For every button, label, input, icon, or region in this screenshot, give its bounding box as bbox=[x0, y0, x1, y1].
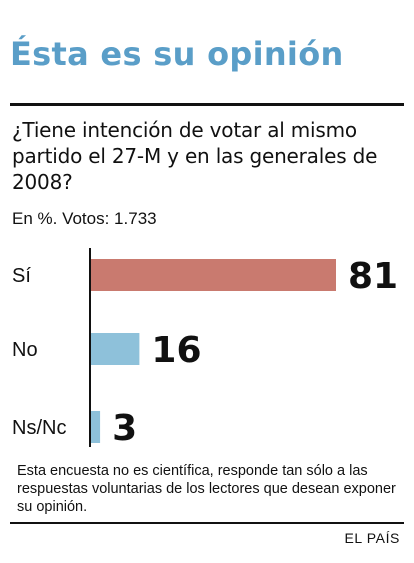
top-divider bbox=[10, 103, 404, 106]
source-credit: EL PAÍS bbox=[344, 530, 400, 546]
bar bbox=[91, 259, 336, 291]
value-label: 16 bbox=[151, 330, 201, 371]
category-label: Ns/Nc bbox=[12, 417, 66, 439]
bar bbox=[91, 333, 140, 365]
poll-meta: En %. Votos: 1.733 bbox=[12, 209, 157, 228]
bottom-divider bbox=[10, 522, 404, 524]
disclaimer-note: Esta encuesta no es científica, responde… bbox=[17, 463, 396, 515]
page-title: Ésta es su opinión bbox=[10, 35, 344, 73]
bar bbox=[91, 411, 101, 443]
category-label: No bbox=[12, 339, 38, 361]
poll-question: ¿Tiene intención de votar al mismo parti… bbox=[12, 118, 378, 194]
category-label: Sí bbox=[12, 265, 31, 287]
value-label: 3 bbox=[112, 408, 137, 449]
value-label: 81 bbox=[348, 256, 398, 297]
